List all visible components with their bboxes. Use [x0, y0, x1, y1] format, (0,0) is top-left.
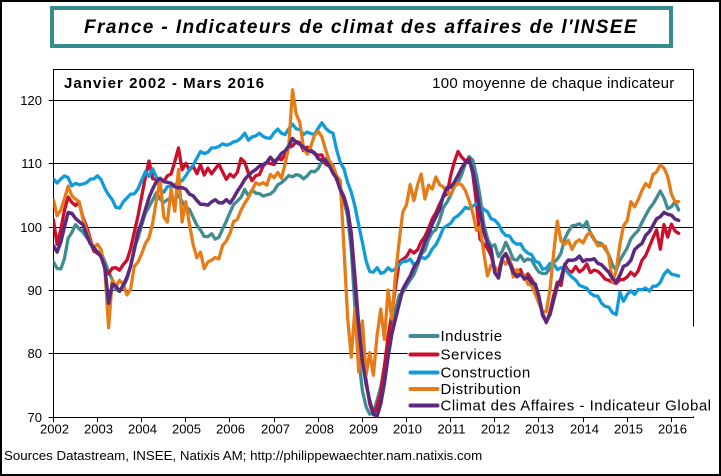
svg-text:2012: 2012 [481, 422, 510, 437]
svg-text:2006: 2006 [216, 422, 245, 437]
svg-text:90: 90 [28, 283, 42, 298]
svg-text:2005: 2005 [172, 422, 201, 437]
svg-text:2011: 2011 [438, 422, 466, 437]
svg-text:2010: 2010 [393, 422, 422, 437]
svg-text:France - Indicateurs de climat: France - Indicateurs de climat des affai… [84, 17, 638, 38]
svg-text:2007: 2007 [261, 422, 290, 437]
svg-text:2016: 2016 [658, 422, 687, 437]
svg-text:2004: 2004 [128, 422, 157, 437]
svg-text:2015: 2015 [614, 422, 643, 437]
svg-text:Distribution: Distribution [441, 381, 522, 398]
svg-text:110: 110 [21, 156, 42, 171]
svg-text:100: 100 [20, 220, 42, 235]
svg-text:Industrie: Industrie [441, 328, 503, 345]
svg-text:Sources Datastream, INSEE, Nat: Sources Datastream, INSEE, Natixis AM; h… [4, 448, 482, 463]
svg-text:Janvier 2002 - Mars 2016: Janvier 2002 - Mars 2016 [64, 75, 265, 92]
svg-text:Climat des Affaires - Indicate: Climat des Affaires - Indicateur Global [441, 398, 712, 415]
svg-text:2013: 2013 [525, 422, 554, 437]
svg-text:70: 70 [28, 410, 42, 425]
svg-text:Services: Services [441, 347, 503, 364]
svg-text:2009: 2009 [349, 422, 378, 437]
svg-text:2014: 2014 [570, 422, 599, 437]
svg-text:100 moyenne de chaque indicate: 100 moyenne de chaque indicateur [432, 75, 674, 92]
svg-text:Construction: Construction [441, 365, 531, 382]
svg-text:2002: 2002 [40, 422, 69, 437]
svg-text:120: 120 [20, 93, 42, 108]
svg-text:80: 80 [28, 346, 42, 361]
svg-text:2003: 2003 [84, 422, 113, 437]
svg-text:2008: 2008 [305, 422, 334, 437]
